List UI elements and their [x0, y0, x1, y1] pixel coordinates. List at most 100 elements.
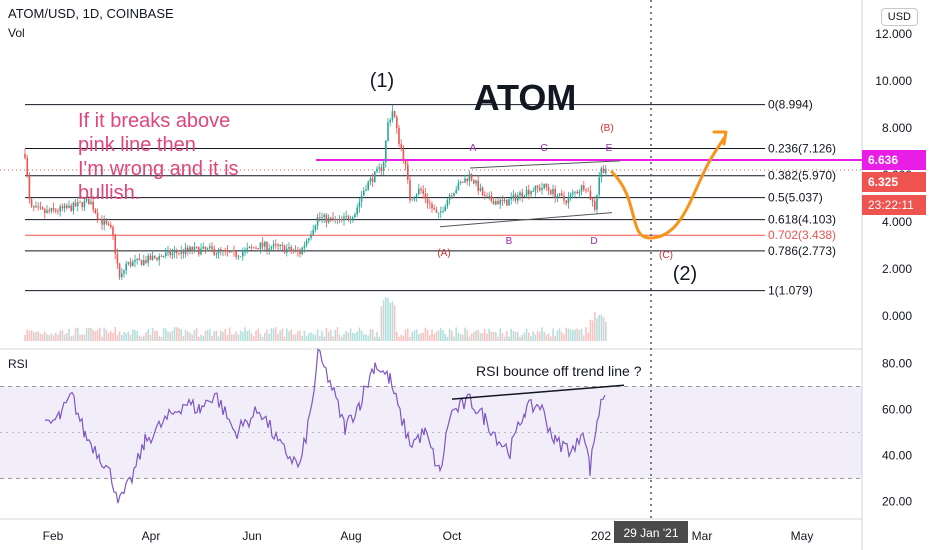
price-candle [301, 247, 303, 255]
price-candle [398, 127, 400, 145]
volume-bar [248, 329, 251, 341]
price-candle [213, 248, 215, 255]
volume-bar [558, 328, 561, 341]
price-candle [484, 195, 486, 196]
fib-level-label: 0.236(7.126) [768, 142, 836, 156]
volume-bar [418, 334, 420, 341]
volume-bar [517, 331, 519, 341]
time-tick-label: Mar [692, 529, 713, 543]
price-candle [468, 174, 471, 182]
price-candle [561, 193, 563, 196]
price-candle [222, 250, 224, 251]
wave-1-label: (1) [370, 70, 394, 92]
volume-bar [459, 333, 462, 341]
volume-bar [407, 328, 409, 341]
price-candle [525, 189, 528, 196]
price-candle [446, 199, 449, 207]
volume-bar [202, 335, 204, 341]
price-candle [576, 191, 578, 194]
price-candle [365, 189, 367, 191]
volume-bar [105, 329, 108, 341]
volume-bar [525, 328, 528, 341]
price-candle [506, 199, 508, 206]
price-candle [473, 179, 475, 184]
price-candle [319, 217, 321, 218]
volume-bar [470, 333, 473, 341]
price-candle [594, 201, 596, 210]
volume-bar [253, 336, 255, 341]
volume-bar [508, 336, 510, 341]
price-candle [455, 189, 457, 194]
price-candle [411, 199, 413, 201]
price-candle [316, 217, 319, 226]
volume-bar [242, 331, 244, 341]
volume-bar [116, 335, 119, 341]
price-candle [589, 191, 592, 200]
price-candle [435, 209, 438, 213]
price-candle [277, 244, 279, 247]
volume-bar [231, 334, 233, 341]
price-candle [105, 220, 108, 224]
price-candle [37, 206, 39, 208]
price-candle [173, 251, 176, 253]
volume-bar [446, 336, 449, 341]
volume-bar [336, 327, 339, 341]
price-candle [233, 250, 235, 252]
price-candle [275, 244, 277, 245]
volume-bar [356, 331, 358, 341]
price-candle [338, 219, 341, 220]
price-candle [547, 187, 550, 191]
price-candle [68, 205, 70, 208]
volume-bar [429, 335, 431, 341]
volume-bar [314, 335, 317, 341]
volume-bar [59, 330, 61, 341]
volume-bar [107, 332, 110, 341]
volume-bar [127, 331, 130, 341]
rsi-annotation: RSI bounce off trend line ? [476, 363, 642, 379]
volume-bar [521, 334, 523, 341]
volume-bar [497, 336, 499, 341]
price-candle [160, 256, 163, 257]
volume-bar [151, 327, 154, 341]
price-candle [376, 168, 378, 172]
volume-bar [114, 327, 116, 341]
volume-bar [292, 334, 295, 341]
volume-bar [466, 330, 468, 341]
volume-bar [514, 331, 517, 341]
price-candle [354, 214, 356, 218]
volume-bar [85, 328, 88, 341]
price-candle [360, 195, 363, 202]
price-candle [191, 247, 193, 252]
volume-bar [396, 331, 398, 341]
price-candle [253, 247, 255, 249]
volume-bar [473, 331, 475, 341]
fib-level-label: 0.5(5.037) [768, 191, 823, 205]
price-candle [477, 180, 479, 191]
volume-bar [26, 329, 28, 341]
currency-button[interactable]: USD [880, 8, 918, 26]
volume-bar [215, 330, 218, 341]
price-candle [462, 182, 464, 183]
volume-bar [347, 332, 350, 341]
volume-bar [193, 330, 196, 341]
time-tick-label: Apr [142, 529, 161, 543]
price-candle [162, 256, 165, 257]
chart-title: ATOM [474, 77, 577, 118]
volume-bar [70, 336, 72, 341]
price-candle [55, 209, 57, 212]
volume-bar [576, 328, 578, 341]
symbol-title: ATOM/USD, 1D, COINBASE [8, 6, 174, 21]
volume-bar [387, 298, 389, 341]
price-candle [459, 182, 462, 183]
wave-letter: (A) [437, 248, 450, 259]
price-candle [336, 219, 339, 220]
price-candle [347, 216, 350, 220]
price-candle [404, 160, 407, 165]
price-candle [345, 216, 347, 217]
price-candle [433, 208, 435, 210]
volume-bar [140, 336, 143, 341]
price-candle [77, 201, 79, 207]
volume-bar [81, 334, 83, 341]
volume-bar [330, 330, 332, 341]
